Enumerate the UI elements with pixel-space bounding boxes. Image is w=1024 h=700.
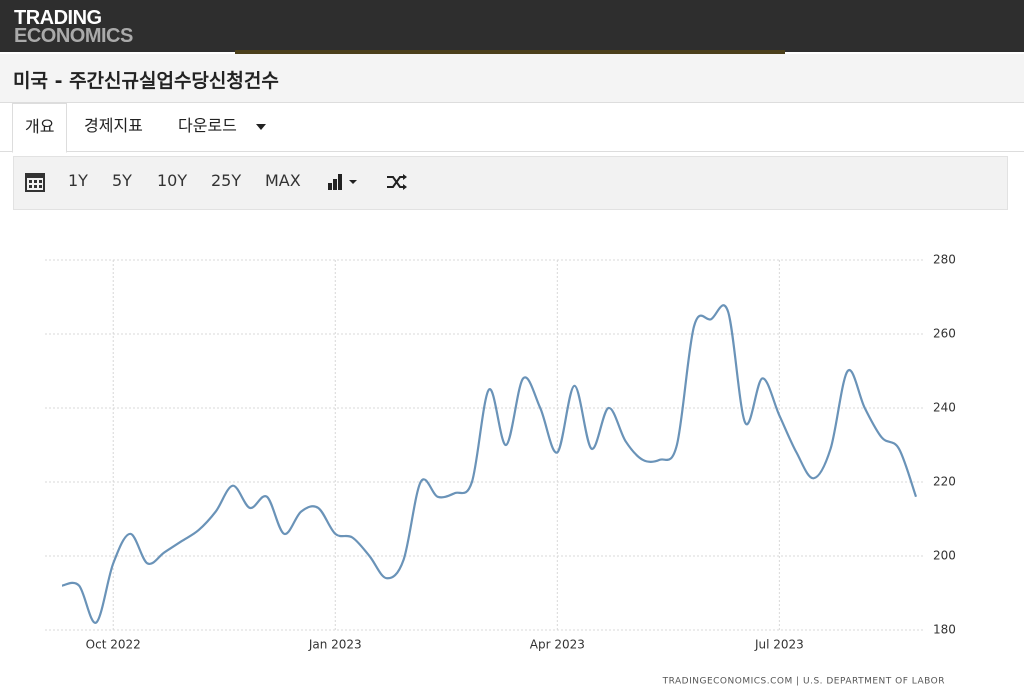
y-tick-label: 180 bbox=[933, 623, 956, 637]
chart: 180 200 220 240 260 280 Oct 2022 Jan 2023 Apr 20… bbox=[45, 253, 956, 687]
compare-button[interactable] bbox=[386, 172, 408, 192]
y-tick-label: 280 bbox=[933, 253, 956, 267]
top-bar: TRADING ECONOMICS bbox=[0, 0, 1024, 52]
x-tick-label: Jan 2023 bbox=[308, 638, 362, 652]
tab[interactable]: 다운로드 bbox=[178, 116, 237, 135]
calendar-button[interactable] bbox=[25, 172, 45, 192]
dropdown-caret bbox=[256, 124, 266, 130]
range-button[interactable]: 25Y bbox=[211, 171, 242, 190]
chart-type-button[interactable] bbox=[327, 172, 363, 192]
range-button[interactable]: 5Y bbox=[112, 171, 132, 190]
tab-bar: 개요 경제지표 다운로드 bbox=[0, 103, 1024, 153]
source-note: TRADINGECONOMICS.COM | U.S. DEPARTMENT O… bbox=[662, 677, 945, 687]
page-title: 미국 - 주간신규실업수당신청건수 bbox=[13, 70, 279, 92]
range-button[interactable]: 1Y bbox=[68, 171, 88, 190]
range-button[interactable]: MAX bbox=[265, 171, 301, 190]
x-tick-label: Oct 2022 bbox=[86, 638, 141, 652]
y-tick-label: 200 bbox=[933, 549, 956, 563]
x-tick-label: Apr 2023 bbox=[530, 638, 585, 652]
data-line bbox=[61, 304, 918, 624]
tab[interactable]: 경제지표 bbox=[84, 116, 143, 135]
title-bar: 미국 - 주간신규실업수당신청건수 bbox=[0, 54, 1024, 103]
y-tick-label: 240 bbox=[933, 401, 956, 415]
accent-bar bbox=[235, 50, 785, 54]
y-tick-label: 220 bbox=[933, 475, 956, 489]
x-tick-label: Jul 2023 bbox=[754, 638, 804, 652]
tab[interactable]: 개요 bbox=[12, 103, 68, 153]
logo[interactable]: TRADING bbox=[14, 7, 102, 29]
range-button[interactable]: 10Y bbox=[157, 171, 188, 190]
logo[interactable]: ECONOMICS bbox=[14, 25, 133, 47]
toolbar: 1Y 5Y 10Y 25Y MAX bbox=[13, 156, 1008, 210]
y-tick-label: 260 bbox=[933, 327, 956, 341]
